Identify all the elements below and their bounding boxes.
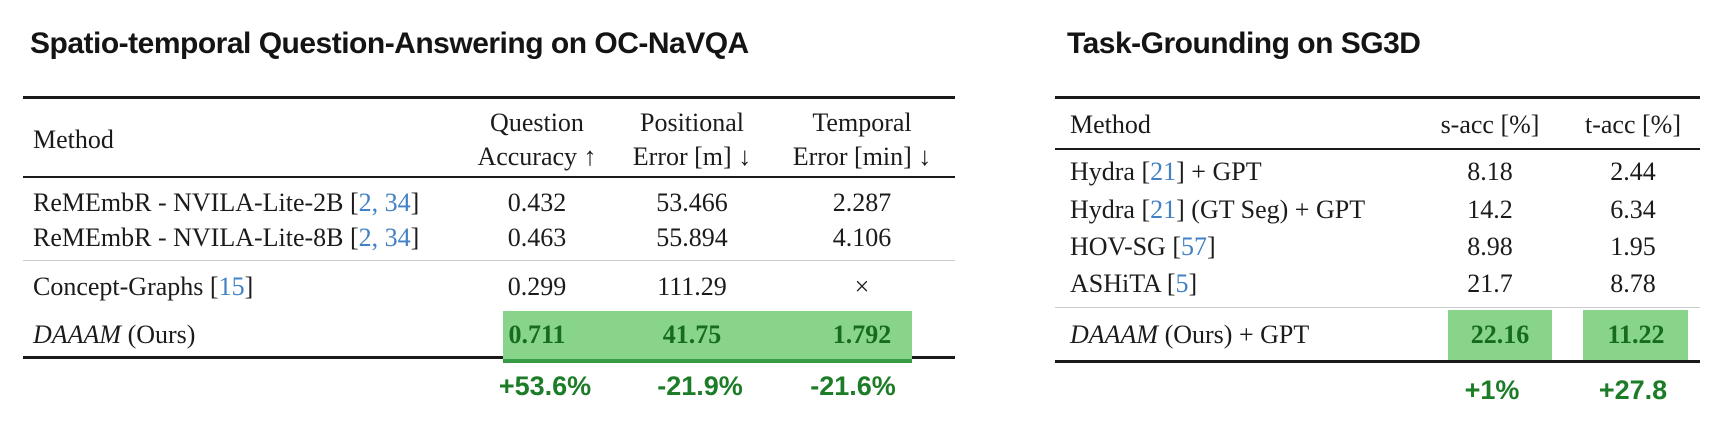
method-text: ]: [1188, 269, 1198, 298]
method-text: ReMEmbR - NVILA-Lite-2B [: [33, 188, 359, 217]
left-table-group-divider: [23, 260, 955, 261]
delta-t-acc: +27.8: [1598, 375, 1668, 405]
method-text: ]: [410, 223, 420, 252]
cell-question-accuracy-ours: 0.711: [508, 320, 566, 349]
cell-positional-error: 55.894: [656, 223, 728, 252]
table-row-method: ASHiTA [5]: [1070, 268, 1197, 300]
right-table-group-divider: [1055, 307, 1700, 308]
cell-s-acc: 8.18: [1467, 157, 1513, 186]
method-text: Hydra [: [1070, 157, 1151, 186]
method-text: (Ours) + GPT: [1158, 320, 1310, 349]
method-text: Hydra [: [1070, 195, 1151, 224]
cell-positional-error: 53.466: [656, 188, 728, 217]
citation-link[interactable]: 2, 34: [358, 188, 411, 217]
table-row-method: HOV-SG [57]: [1070, 231, 1216, 263]
citation-link[interactable]: 5: [1175, 269, 1189, 298]
left-table-top-rule: [23, 96, 955, 99]
left-header-positional: Positional: [639, 108, 745, 137]
left-header-temporal: Temporal: [812, 108, 912, 137]
citation-link[interactable]: 57: [1181, 232, 1207, 261]
citation-link[interactable]: 21: [1150, 195, 1177, 224]
left-header-error-min-down-arrow: Error [min] ↓: [792, 142, 932, 171]
right-table-title: Task-Grounding on SG3D: [1067, 27, 1421, 60]
highlight-cell: [1583, 310, 1688, 360]
table-row-method: Hydra [21] (GT Seg) + GPT: [1070, 194, 1365, 226]
left-header-method: Method: [33, 125, 114, 154]
right-header-method: Method: [1070, 110, 1151, 139]
method-text: ASHiTA [: [1070, 269, 1176, 298]
delta-question-accuracy: +53.6%: [498, 371, 592, 401]
cell-question-accuracy: 0.463: [507, 223, 567, 252]
method-text: ]: [410, 188, 420, 217]
ours-method-name: DAAAM: [33, 320, 122, 349]
cell-temporal-error: 4.106: [832, 223, 892, 252]
cell-s-acc: 8.98: [1467, 232, 1513, 261]
method-text: ]: [244, 272, 254, 301]
cell-t-acc: 8.78: [1610, 269, 1656, 298]
cell-t-acc-ours: 11.22: [1607, 320, 1665, 349]
method-text: HOV-SG [: [1070, 232, 1181, 261]
cell-s-acc: 14.2: [1467, 195, 1513, 224]
method-text: Concept-Graphs [: [33, 272, 219, 301]
left-table-title: Spatio-temporal Question-Answering on OC…: [30, 27, 749, 60]
ours-method-name: DAAAM: [1070, 320, 1159, 349]
cell-question-accuracy: 0.299: [507, 272, 567, 301]
cell-s-acc-ours: 22.16: [1470, 320, 1530, 349]
cell-t-acc: 1.95: [1610, 232, 1656, 261]
cell-cross-mark: ×: [854, 272, 870, 301]
method-text: ] (GT Seg) + GPT: [1176, 195, 1366, 224]
method-text: (Ours): [121, 320, 196, 349]
highlight-cell: [1448, 310, 1552, 360]
cell-s-acc: 21.7: [1467, 269, 1513, 298]
delta-s-acc: +1%: [1464, 375, 1520, 405]
delta-temporal-error: -21.6%: [810, 371, 896, 401]
highlight-band-edge: [503, 359, 912, 363]
right-table-top-rule: [1055, 96, 1700, 99]
table-row-method: Concept-Graphs [15]: [33, 271, 253, 303]
highlight-band: [503, 311, 912, 359]
table-row-method-ours: DAAAM (Ours) + GPT: [1070, 319, 1309, 351]
right-header-s-acc: s-acc [%]: [1440, 110, 1540, 139]
left-header-question: Question: [490, 108, 584, 137]
delta-positional-error: -21.9%: [657, 371, 743, 401]
right-table-bottom-rule: [1055, 360, 1700, 363]
right-header-t-acc: t-acc [%]: [1585, 110, 1681, 139]
cell-temporal-error: 2.287: [832, 188, 892, 217]
citation-link[interactable]: 2, 34: [358, 223, 411, 252]
method-text: ]: [1207, 232, 1216, 261]
method-text: ] + GPT: [1176, 157, 1262, 186]
cell-t-acc: 2.44: [1610, 157, 1656, 186]
left-header-accuracy-up-arrow: Accuracy ↑: [477, 142, 597, 171]
table-row-method: ReMEmbR - NVILA-Lite-8B [2, 34]: [33, 222, 419, 254]
cell-temporal-error-ours: 1.792: [832, 320, 892, 349]
method-text: ReMEmbR - NVILA-Lite-8B [: [33, 223, 359, 252]
cell-question-accuracy: 0.432: [507, 188, 567, 217]
citation-link[interactable]: 21: [1150, 157, 1177, 186]
right-table-header-rule: [1055, 148, 1700, 150]
left-table-bottom-rule: [23, 356, 955, 359]
cell-positional-error-ours: 41.75: [662, 320, 722, 349]
left-header-error-m-down-arrow: Error [m] ↓: [632, 142, 752, 171]
table-row-method: Hydra [21] + GPT: [1070, 156, 1262, 188]
table-row-method: ReMEmbR - NVILA-Lite-2B [2, 34]: [33, 187, 419, 219]
table-row-method-ours: DAAAM (Ours): [33, 319, 195, 351]
cell-t-acc: 6.34: [1610, 195, 1656, 224]
citation-link[interactable]: 15: [218, 272, 245, 301]
left-table-header-rule: [23, 176, 955, 178]
cell-positional-error: 111.29: [657, 272, 727, 301]
